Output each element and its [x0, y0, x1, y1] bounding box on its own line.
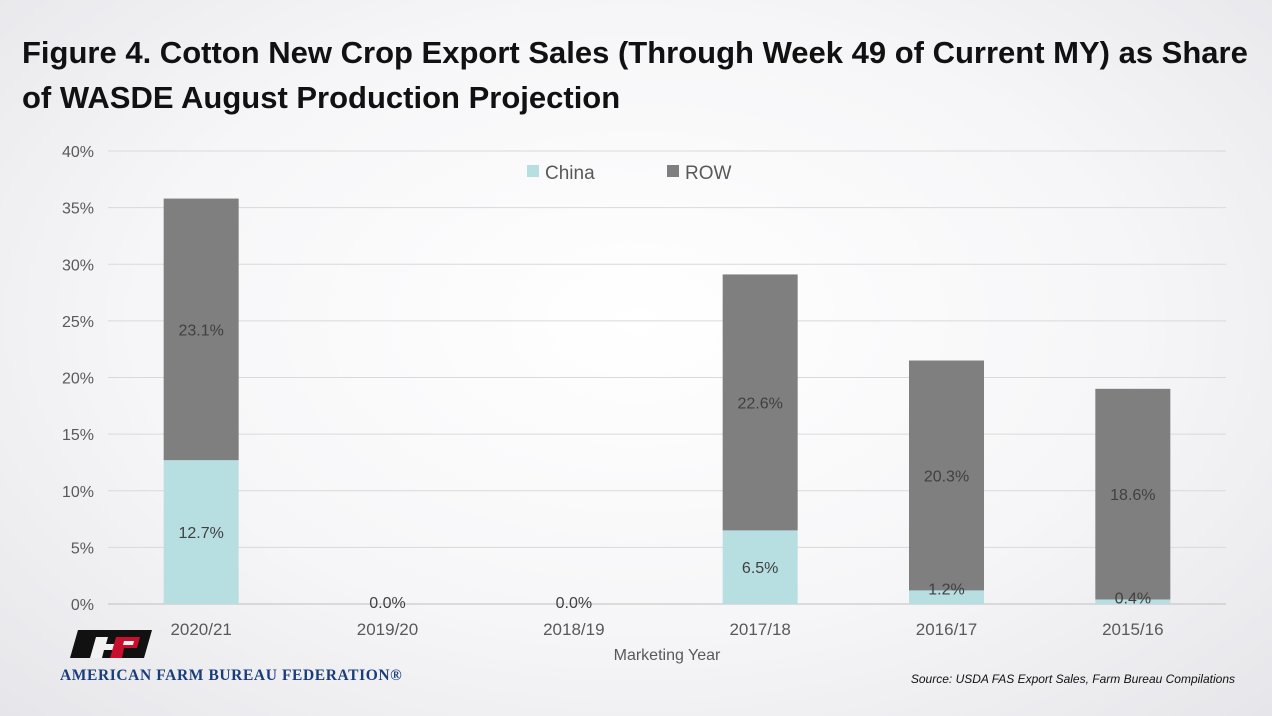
data-label-row: 20.3% [924, 468, 969, 485]
legend: China ROW [527, 163, 732, 184]
y-tick-label: 35% [62, 201, 94, 218]
bar-china-2016-17 [909, 590, 984, 604]
x-tick-label: 2016/17 [916, 620, 977, 639]
x-tick-label: 2020/21 [170, 620, 231, 639]
bar-row-2016-17 [909, 360, 984, 591]
x-axis-ticks: 2020/21 2019/20 2018/19 2017/18 2016/17 2015/… [170, 620, 1163, 639]
bars [163, 198, 1171, 604]
y-tick-label: 40% [62, 144, 94, 161]
data-label-china: 0.4% [1115, 590, 1151, 607]
legend-swatch-china [527, 165, 539, 177]
y-tick-label: 30% [62, 257, 94, 274]
y-tick-label: 25% [62, 314, 94, 331]
y-tick-label: 20% [62, 371, 94, 388]
source-note: Source: USDA FAS Export Sales, Farm Bure… [910, 672, 1235, 686]
legend-label-row: ROW [685, 163, 732, 184]
bar-row-2020-21 [163, 198, 239, 461]
gridlines [108, 150, 1226, 605]
data-label-row: 23.1% [178, 322, 223, 339]
x-tick-label: 2019/20 [357, 620, 418, 639]
x-tick-label: 2018/19 [543, 620, 604, 639]
bar-row-2015-16 [1095, 388, 1171, 600]
data-labels: 12.7% 23.1% 0.0% 0.0% 6.5% 22.6% 1.2% 20.3% 0.4%… [178, 322, 1155, 612]
y-axis-ticks: 0% 5% 10% 15% 20% 25% 30% 35% 40% [62, 144, 94, 614]
data-label-china: 0.0% [369, 595, 405, 612]
data-label-china: 0.0% [556, 595, 592, 612]
y-tick-label: 5% [71, 540, 94, 557]
x-axis-label: Marketing Year [614, 647, 721, 664]
y-tick-label: 15% [62, 427, 94, 444]
bar-china-2017-18 [722, 530, 798, 604]
data-label-row: 22.6% [737, 395, 782, 412]
y-tick-label: 0% [71, 597, 94, 614]
bar-row-2017-18 [722, 274, 798, 531]
y-tick-label: 10% [62, 484, 94, 501]
bar-china-2015-16 [1095, 599, 1171, 604]
bar-china-2020-21 [163, 460, 239, 604]
data-label-row: 18.6% [1110, 487, 1155, 504]
data-label-china: 12.7% [178, 525, 223, 542]
chart-title: Figure 4. Cotton New Crop Export Sales (… [22, 35, 1248, 115]
data-label-china: 6.5% [742, 560, 778, 577]
organization-name: AMERICAN FARM BUREAU FEDERATION® [60, 667, 403, 684]
farm-bureau-logo [70, 630, 152, 658]
legend-label-china: China [545, 163, 595, 184]
x-tick-label: 2017/18 [729, 620, 790, 639]
x-tick-label: 2015/16 [1102, 620, 1163, 639]
legend-swatch-row [667, 165, 679, 177]
data-label-china: 1.2% [928, 581, 964, 598]
